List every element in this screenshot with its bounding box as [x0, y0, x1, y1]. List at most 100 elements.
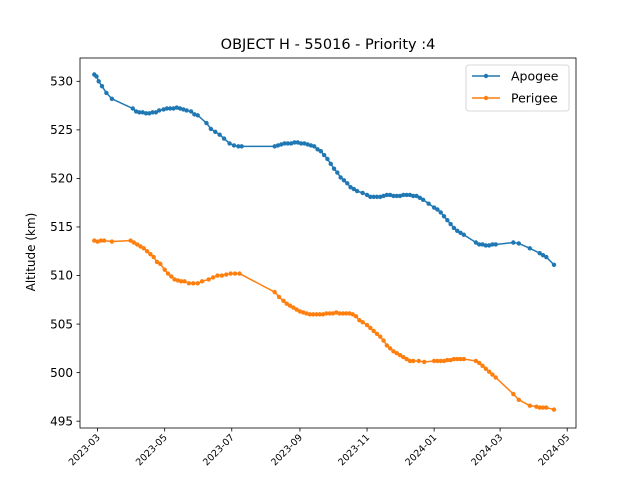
- data-point-perigee: [109, 239, 115, 244]
- data-point-apogee: [551, 262, 557, 268]
- legend-label-apogee: Apogee: [511, 69, 559, 84]
- data-point-apogee: [420, 197, 426, 202]
- data-point-apogee: [325, 156, 330, 162]
- data-point-perigee: [340, 311, 346, 316]
- data-point-apogee: [285, 141, 291, 146]
- data-point-perigee: [353, 314, 359, 319]
- data-point-perigee: [324, 311, 329, 316]
- data-point-apogee: [451, 225, 457, 231]
- data-point-apogee: [295, 140, 300, 145]
- data-point-perigee: [337, 311, 342, 316]
- data-point-apogee: [133, 109, 139, 114]
- data-point-apogee: [374, 194, 380, 200]
- data-point-perigee: [237, 271, 242, 276]
- data-point-apogee: [455, 228, 460, 234]
- data-point-perigee: [165, 271, 171, 276]
- data-point-perigee: [151, 254, 156, 260]
- data-point-apogee: [282, 141, 287, 146]
- data-point-perigee: [327, 311, 332, 316]
- data-point-perigee: [272, 289, 277, 295]
- data-point-apogee: [378, 194, 383, 200]
- y-tick-label: 500: [50, 366, 73, 380]
- data-point-apogee: [104, 90, 109, 96]
- data-point-apogee: [109, 96, 115, 101]
- data-point-perigee: [182, 279, 187, 284]
- data-point-perigee: [210, 275, 216, 280]
- data-point-perigee: [169, 274, 174, 279]
- data-point-apogee: [411, 193, 416, 199]
- data-point-apogee: [345, 181, 350, 186]
- data-point-apogee: [275, 143, 281, 148]
- data-point-perigee: [422, 359, 427, 365]
- data-point-apogee: [204, 120, 209, 126]
- legend-label-perigee: Perigee: [511, 91, 558, 106]
- data-point-perigee: [162, 267, 167, 272]
- data-point-perigee: [232, 271, 238, 276]
- data-point-perigee: [511, 391, 516, 397]
- data-point-perigee: [477, 360, 482, 366]
- data-point-perigee: [435, 358, 440, 364]
- legend-marker-apogee: [483, 73, 489, 79]
- data-point-perigee: [172, 277, 177, 282]
- data-point-perigee: [401, 354, 406, 360]
- data-point-perigee: [334, 310, 339, 315]
- data-point-perigee: [158, 261, 163, 267]
- data-point-apogee: [305, 142, 310, 147]
- data-point-apogee: [147, 111, 152, 116]
- data-point-perigee: [527, 403, 533, 408]
- data-point-apogee: [156, 108, 162, 113]
- data-point-apogee: [96, 79, 101, 84]
- data-point-apogee: [338, 175, 343, 180]
- legend-marker-perigee: [483, 95, 489, 101]
- data-point-apogee: [426, 201, 431, 206]
- data-point-apogee: [213, 129, 218, 135]
- data-point-perigee: [199, 279, 205, 284]
- y-tick-label: 510: [50, 269, 73, 283]
- data-point-perigee: [294, 307, 299, 312]
- data-point-apogee: [387, 192, 393, 198]
- data-point-apogee: [445, 217, 450, 223]
- data-point-perigee: [480, 363, 485, 369]
- data-point-apogee: [279, 142, 284, 147]
- data-point-perigee: [404, 356, 409, 362]
- data-point-perigee: [215, 273, 220, 278]
- data-point-perigee: [537, 405, 542, 410]
- data-point-apogee: [94, 74, 99, 79]
- data-point-perigee: [397, 352, 403, 358]
- data-point-perigee: [381, 338, 386, 343]
- data-point-apogee: [544, 254, 549, 260]
- data-point-apogee: [394, 193, 399, 199]
- data-point-apogee: [231, 143, 237, 148]
- data-point-perigee: [131, 240, 137, 245]
- data-point-apogee: [401, 192, 406, 198]
- data-point-apogee: [208, 126, 214, 132]
- data-point-perigee: [144, 249, 150, 254]
- data-point-apogee: [417, 195, 423, 201]
- data-point-apogee: [354, 188, 360, 194]
- data-point-perigee: [95, 239, 100, 244]
- data-point-perigee: [281, 298, 286, 303]
- data-point-perigee: [320, 312, 326, 317]
- data-point-perigee: [445, 357, 450, 363]
- data-point-apogee: [272, 144, 277, 149]
- data-point-apogee: [431, 205, 437, 210]
- data-point-perigee: [287, 303, 293, 308]
- data-point-apogee: [308, 143, 314, 148]
- data-point-apogee: [140, 110, 145, 115]
- data-point-perigee: [493, 375, 498, 380]
- data-point-apogee: [150, 110, 155, 115]
- data-point-apogee: [351, 186, 357, 192]
- y-tick-label: 505: [50, 317, 73, 331]
- data-point-apogee: [188, 109, 194, 114]
- data-point-apogee: [391, 193, 396, 199]
- data-point-perigee: [451, 356, 457, 362]
- data-point-apogee: [171, 106, 176, 111]
- data-point-perigee: [458, 356, 463, 362]
- data-point-apogee: [537, 251, 542, 256]
- data-point-apogee: [381, 193, 386, 199]
- data-point-apogee: [161, 107, 166, 112]
- data-point-apogee: [164, 106, 170, 111]
- data-point-apogee: [364, 192, 370, 198]
- data-point-perigee: [387, 346, 393, 351]
- data-point-perigee: [343, 311, 349, 316]
